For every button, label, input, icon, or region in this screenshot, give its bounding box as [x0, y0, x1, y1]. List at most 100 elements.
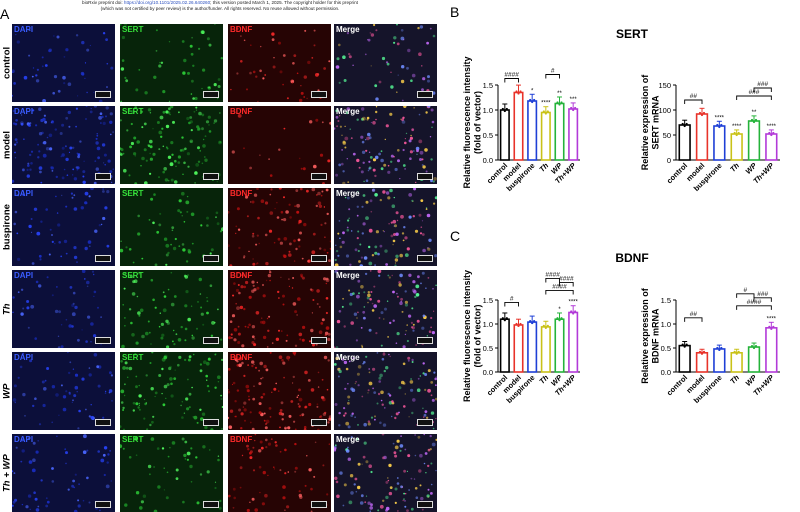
cell-dot: [120, 425, 122, 428]
cell-dot: [68, 82, 72, 86]
cell-dot: [155, 396, 156, 397]
cell-dot: [255, 244, 257, 246]
cell-dot: [221, 428, 222, 429]
cell-dot: [40, 479, 42, 481]
cell-dot: [411, 128, 414, 131]
cell-dot: [390, 72, 391, 73]
cell-dot: [421, 65, 422, 66]
cell-dot: [294, 310, 297, 313]
channel-label-bdnf: BDNF: [230, 271, 252, 280]
channel-label-bdnf: BDNF: [230, 435, 252, 444]
cell-dot: [52, 294, 54, 296]
cell-dot: [75, 386, 78, 389]
cell-dot: [216, 212, 219, 215]
cell-dot: [354, 313, 357, 316]
cell-dot: [278, 330, 280, 332]
cell-dot: [351, 137, 353, 139]
cell-dot: [64, 56, 66, 58]
cell-dot: [194, 182, 196, 184]
cell-dot: [47, 137, 49, 139]
cell-dot: [195, 107, 197, 109]
cell-dot: [84, 78, 85, 79]
cell-dot: [191, 481, 193, 483]
cell-dot: [418, 436, 421, 439]
cell-dot: [402, 120, 406, 124]
cell-dot: [28, 124, 31, 127]
scale-bar: [95, 501, 111, 508]
cell-dot: [383, 164, 386, 167]
scale-bar: [203, 419, 219, 426]
cell-dot: [397, 149, 400, 152]
cell-dot: [143, 495, 146, 498]
cell-dot: [12, 296, 14, 298]
cell-dot: [140, 165, 141, 166]
cell-dot: [358, 250, 360, 252]
cell-dot: [105, 38, 108, 41]
micrograph-merge-row-1: Merge: [334, 24, 437, 102]
cell-dot: [342, 241, 345, 244]
cell-dot: [408, 193, 412, 197]
cell-dot: [396, 342, 398, 344]
cell-dot: [425, 472, 426, 473]
cell-dot: [268, 316, 270, 318]
cell-dot: [363, 317, 366, 320]
cell-dot: [386, 191, 389, 194]
doi-link[interactable]: https://doi.org/10.1101/2025.02.26.64026…: [124, 0, 210, 5]
data-point: [547, 325, 549, 327]
x-tick-label: Th+WP: [751, 372, 776, 397]
cell-dot: [435, 418, 436, 419]
cell-dot: [269, 230, 272, 233]
cell-dot: [32, 469, 36, 473]
cell-dot: [415, 285, 419, 289]
significance-bracket: [560, 282, 574, 286]
cell-dot: [305, 406, 308, 409]
cell-dot: [122, 304, 124, 306]
cell-dot: [370, 291, 372, 293]
cell-dot: [244, 40, 246, 42]
cell-dot: [363, 181, 364, 182]
cell-dot: [181, 416, 184, 419]
cell-dot: [389, 113, 392, 116]
cell-dot: [55, 393, 59, 397]
cell-dot: [170, 141, 173, 144]
cell-dot: [355, 248, 358, 251]
cell-dot: [405, 303, 408, 306]
cell-dot: [387, 171, 390, 174]
cell-dot: [232, 295, 234, 297]
cell-dot: [122, 59, 125, 62]
cell-dot: [412, 398, 416, 402]
cell-dot: [22, 393, 25, 396]
cell-dot: [241, 412, 244, 415]
cell-dot: [295, 345, 297, 347]
cell-dot: [380, 245, 383, 248]
cell-dot: [265, 426, 268, 429]
cell-dot: [384, 407, 385, 408]
cell-dot: [256, 188, 259, 190]
cell-dot: [237, 389, 239, 391]
panel-b-letter: B: [450, 4, 459, 20]
cell-dot: [371, 122, 372, 123]
cell-dot: [408, 360, 410, 362]
cell-dot: [258, 382, 261, 385]
cell-dot: [124, 288, 126, 290]
panel-c-title: BDNF: [615, 251, 648, 265]
cell-dot: [419, 454, 423, 458]
cell-dot: [57, 36, 60, 39]
cell-dot: [302, 258, 304, 260]
cell-dot: [60, 132, 63, 135]
cell-dot: [403, 493, 405, 495]
cell-dot: [202, 324, 204, 326]
cell-dot: [44, 115, 46, 117]
cell-dot: [179, 199, 182, 202]
cell-dot: [380, 505, 384, 509]
cell-dot: [253, 386, 254, 387]
cell-dot: [214, 387, 216, 389]
cell-dot: [68, 126, 70, 128]
cell-dot: [368, 168, 370, 170]
cell-dot: [372, 189, 375, 192]
cell-dot: [191, 93, 193, 95]
cell-dot: [323, 413, 326, 416]
cell-dot: [412, 361, 414, 363]
y-tick-label: 50: [663, 131, 671, 140]
